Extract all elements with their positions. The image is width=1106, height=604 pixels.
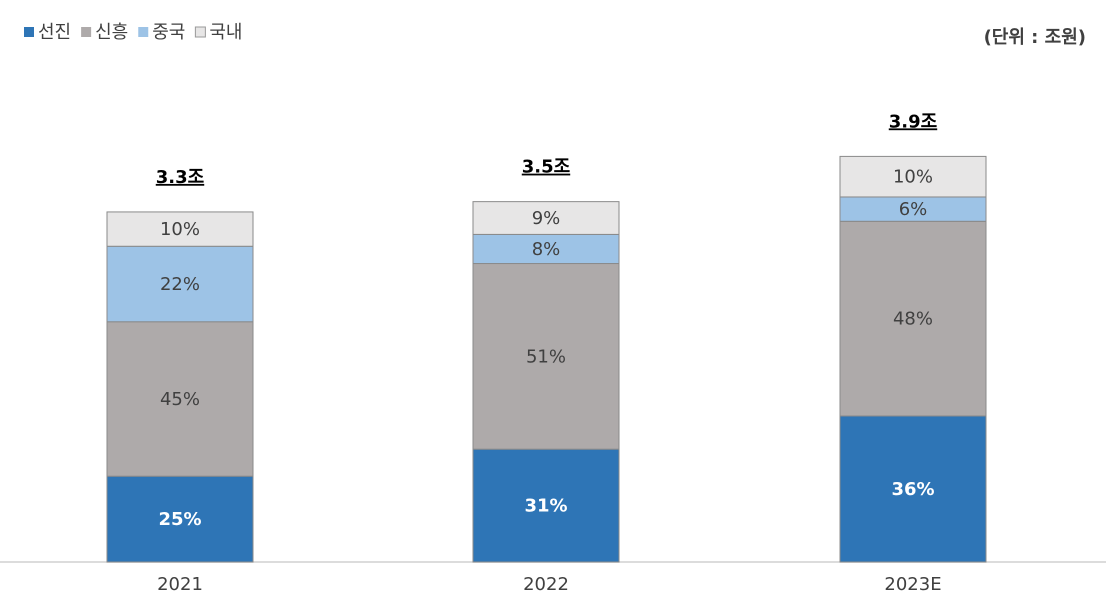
data-label: 9%: [532, 208, 561, 229]
bar-segment: [472, 201, 620, 235]
x-tick-label: 2021: [157, 574, 203, 595]
legend-label: 선진: [38, 22, 71, 43]
data-label: 25%: [158, 509, 201, 530]
legend-swatch: [81, 27, 92, 37]
bar-segment: [106, 475, 254, 563]
legend-label: 중국: [152, 22, 185, 43]
data-label: 31%: [524, 496, 567, 517]
total-label: 3.9조: [889, 111, 937, 132]
bar-segment: [106, 321, 254, 477]
data-label: 51%: [526, 346, 566, 367]
data-label: 6%: [899, 199, 928, 220]
data-label: 45%: [160, 389, 200, 410]
total-label: 3.5조: [522, 157, 570, 178]
data-label: 22%: [160, 274, 200, 295]
data-label: 48%: [893, 309, 933, 330]
bar-segment: [839, 220, 987, 417]
data-label: 36%: [891, 479, 934, 500]
data-label: 8%: [532, 239, 561, 260]
x-tick-label: 2022: [523, 574, 569, 595]
bar-segment: [106, 211, 254, 247]
bar-segment: [839, 155, 987, 198]
bar-segment: [472, 233, 620, 265]
data-label: 10%: [160, 219, 200, 240]
legend-swatch: [24, 27, 34, 37]
legend-swatch: [138, 27, 149, 37]
bar-segment: [472, 263, 620, 450]
bar-segment: [839, 196, 987, 222]
total-label: 3.3조: [156, 167, 204, 188]
legend-swatch: [194, 26, 206, 38]
data-label: 10%: [893, 167, 933, 188]
bar-segment: [839, 415, 987, 563]
bar-segment: [472, 448, 620, 563]
legend-label: 신흥: [95, 22, 128, 43]
legend-label: 국내: [209, 22, 242, 43]
unit-note: (단위 : 조원): [984, 27, 1086, 48]
x-tick-label: 2023E: [884, 574, 941, 595]
